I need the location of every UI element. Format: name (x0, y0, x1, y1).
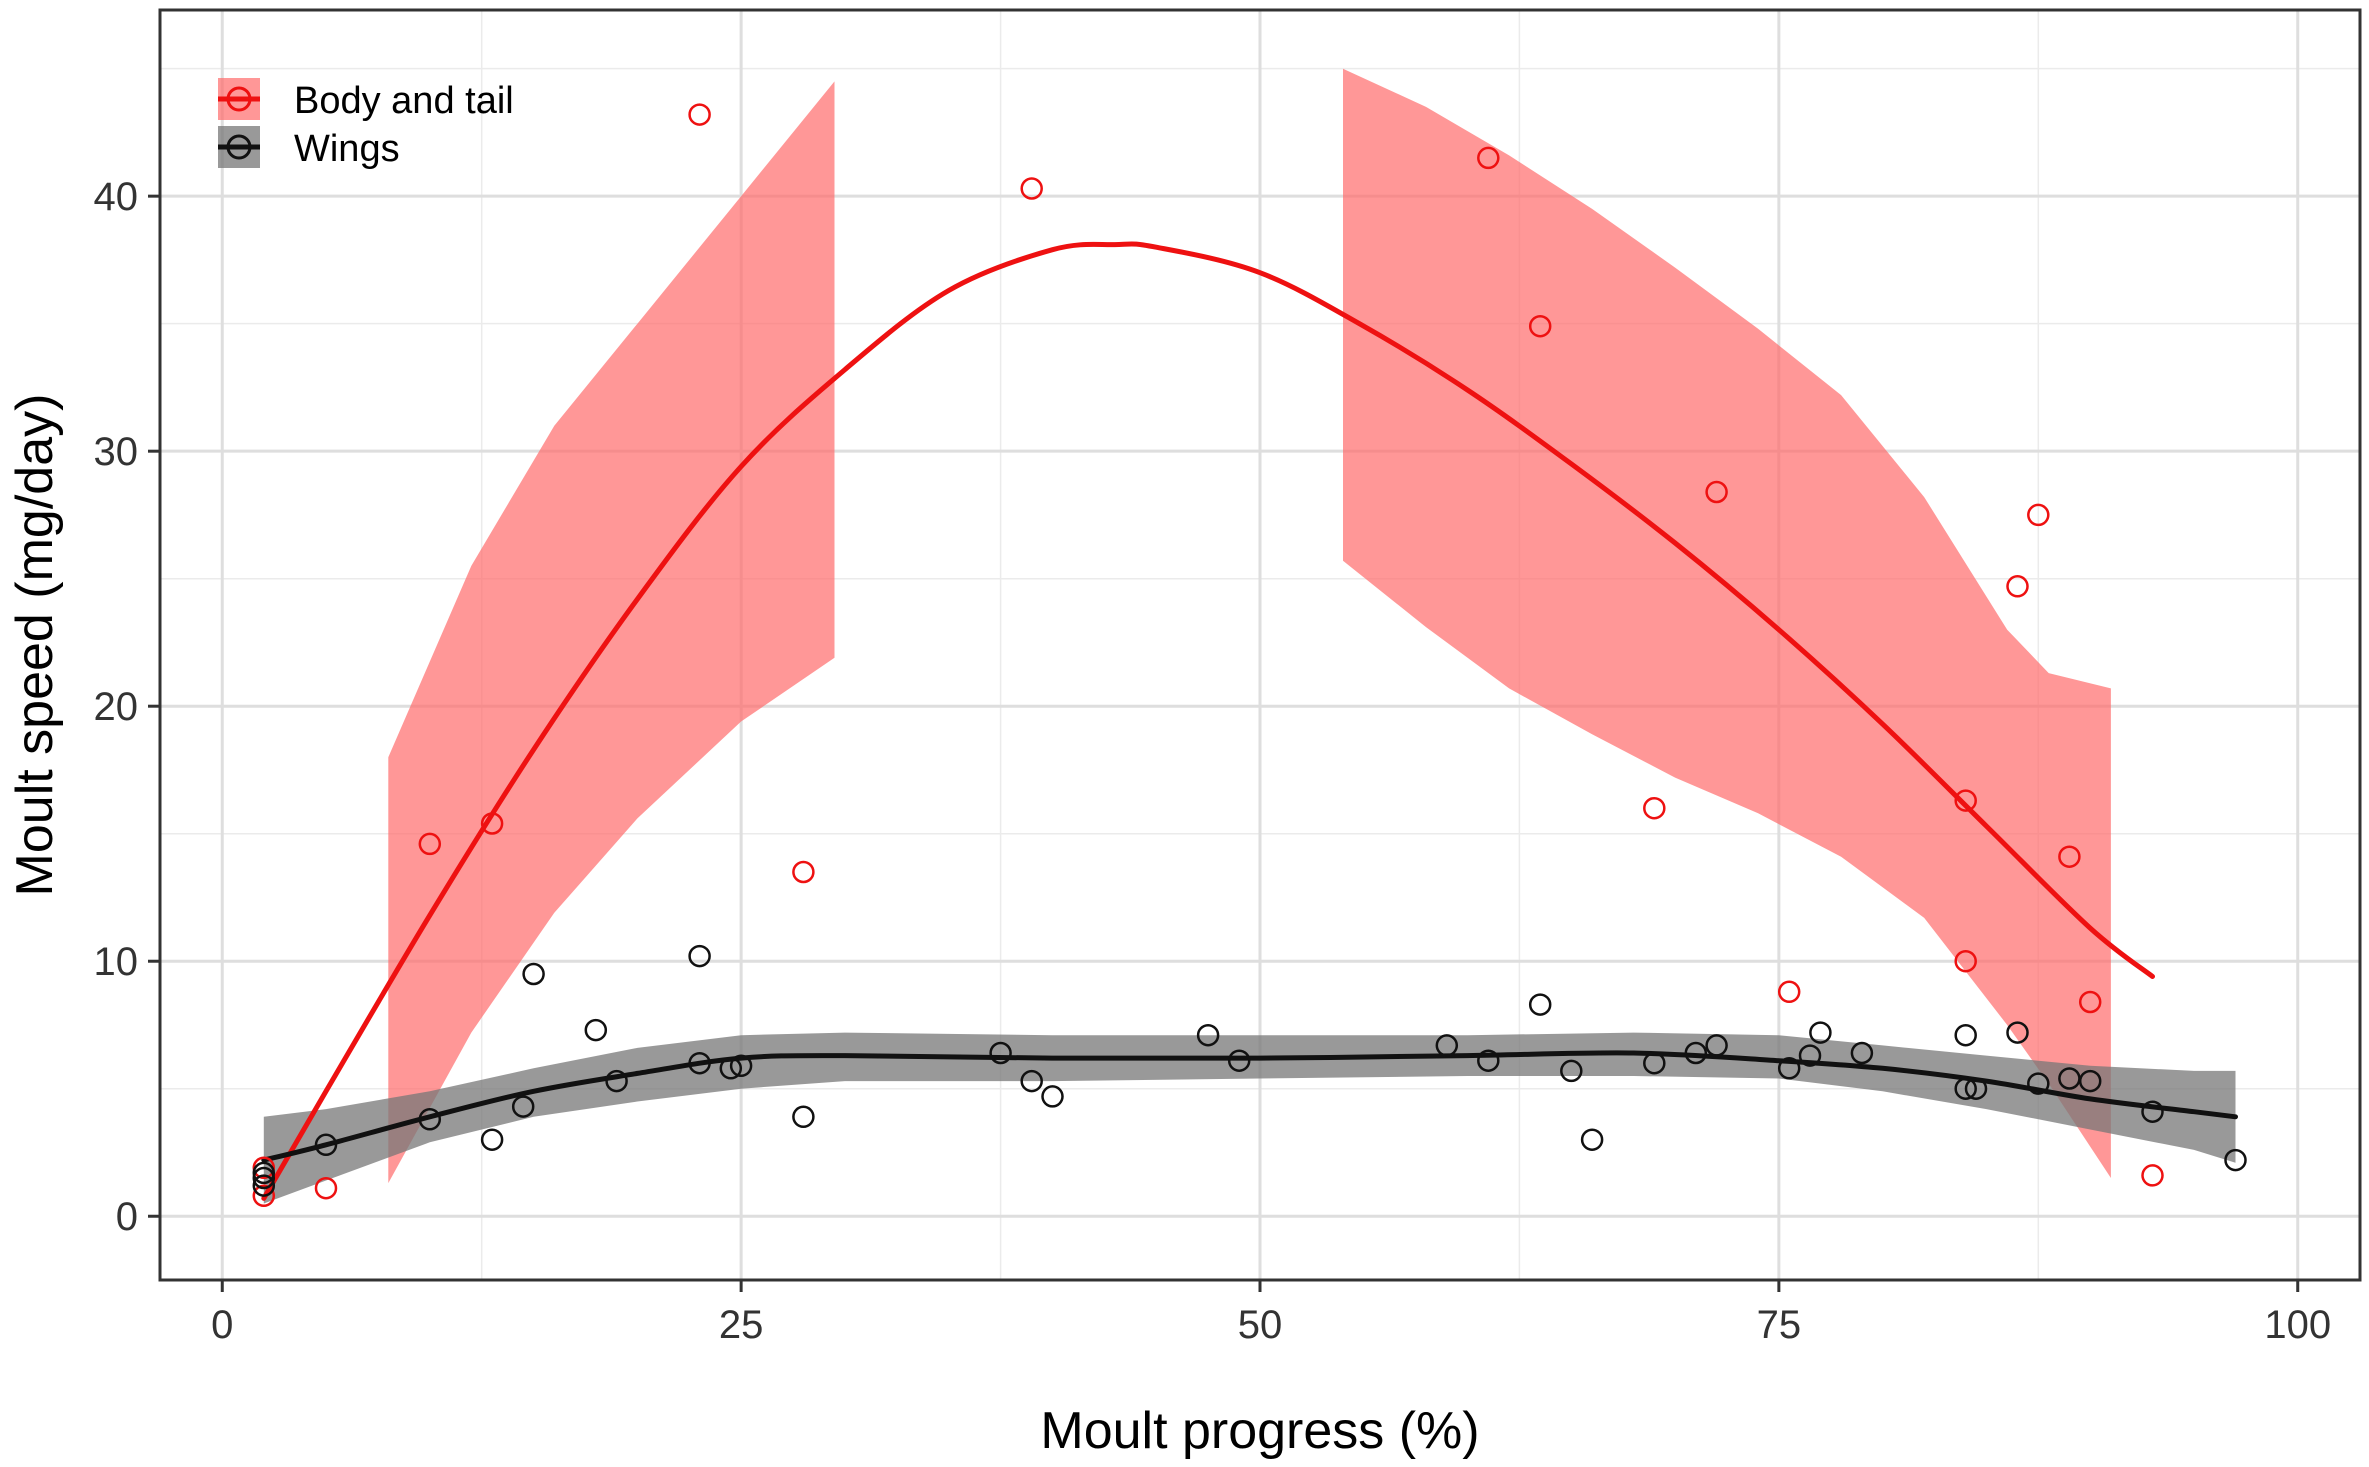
point-body-and-tail (2141, 1164, 2164, 1187)
point-wings (1964, 1077, 1988, 1100)
legend-label-body-and-tail: Body and tail (294, 80, 514, 122)
point-body-and-tail (252, 1184, 276, 1208)
point-body-and-tail (1643, 796, 1666, 820)
point-wings (2224, 1148, 2247, 1172)
point-wings (418, 1108, 442, 1131)
x-tick-label: 0 (211, 1303, 233, 1347)
point-wings (2006, 1021, 2029, 1044)
point-body-and-tail (792, 860, 815, 884)
x-tick-label: 25 (719, 1303, 764, 1347)
x-axis-ticks: 0 25 50 75 100 (211, 1280, 2331, 1347)
point-wings (605, 1069, 628, 1093)
x-tick-label: 50 (1238, 1303, 1283, 1347)
y-tick-label: 30 (94, 430, 139, 474)
point-wings (314, 1133, 338, 1157)
legend: Body and tail Wings (218, 78, 514, 170)
point-wings (2027, 1072, 2050, 1095)
ribbon-wings (263, 1032, 2236, 1204)
point-body-and-tail (2027, 503, 2050, 527)
x-axis-title: Moult progress (%) (1040, 1402, 1479, 1460)
ribbon-body-and-tail (1343, 68, 2111, 1179)
point-body-and-tail (418, 832, 442, 856)
y-tick-label: 40 (94, 175, 139, 219)
y-tick-label: 0 (116, 1195, 138, 1239)
x-tick-label: 75 (1757, 1303, 1802, 1347)
point-wings (792, 1105, 815, 1129)
point-wings (1850, 1041, 1874, 1065)
point-body-and-tail (1777, 980, 1801, 1004)
point-wings (522, 962, 545, 986)
point-wings (1954, 1077, 1977, 1100)
point-body-and-tail (1477, 146, 1500, 170)
data-points (252, 103, 2247, 1208)
point-wings (729, 1054, 753, 1078)
point-wings (1041, 1085, 1064, 1108)
point-wings (1435, 1034, 1459, 1057)
point-wings (1560, 1059, 1583, 1083)
y-tick-label: 10 (94, 940, 139, 984)
legend-key-wings (218, 126, 260, 168)
point-body-and-tail (688, 103, 711, 126)
point-body-and-tail (1528, 314, 1552, 338)
point-wings (1227, 1049, 1251, 1072)
point-wings (1643, 1051, 1666, 1075)
legend-point-wings (226, 134, 252, 160)
point-body-and-tail (1954, 789, 1977, 812)
point-wings (688, 1051, 711, 1075)
point-wings (1954, 1023, 1977, 1047)
point-body-and-tail (1020, 177, 1043, 200)
point-wings (1196, 1023, 1220, 1047)
point-wings (989, 1041, 1012, 1065)
point-wings (1020, 1069, 1043, 1093)
point-wings (511, 1095, 535, 1118)
y-axis-title: Moult speed (mg/day) (6, 394, 64, 897)
point-body-and-tail (2006, 575, 2029, 598)
point-wings (1777, 1057, 1801, 1080)
point-wings (1528, 993, 1552, 1016)
fit-lines (261, 241, 2238, 1201)
point-body-and-tail (480, 812, 504, 835)
legend-label-wings: Wings (294, 128, 400, 170)
point-wings (2078, 1069, 2102, 1093)
point-wings (252, 1161, 276, 1185)
point-body-and-tail (1954, 949, 1977, 973)
point-wings (2141, 1100, 2164, 1123)
y-axis-ticks: 0 10 20 30 40 (94, 175, 160, 1239)
point-wings (480, 1128, 504, 1151)
x-tick-label: 100 (2264, 1303, 2331, 1347)
point-wings (719, 1057, 743, 1080)
legend-key-body-and-tail (218, 78, 260, 120)
point-wings (1580, 1128, 1604, 1151)
point-wings (1684, 1041, 1708, 1065)
fit-line-body-and-tail (261, 241, 2155, 1201)
point-body-and-tail (314, 1176, 338, 1200)
fit-line-wings (261, 1050, 2238, 1163)
y-tick-label: 20 (94, 685, 139, 729)
point-wings (688, 944, 711, 968)
point-wings (1809, 1021, 1832, 1044)
point-wings (1798, 1044, 1822, 1067)
point-body-and-tail (2078, 990, 2102, 1014)
point-wings (584, 1018, 608, 1042)
point-body-and-tail (2058, 845, 2081, 868)
point-body-and-tail (1705, 480, 1728, 504)
point-wings (1477, 1049, 1500, 1072)
point-wings (1705, 1034, 1728, 1057)
legend-point-body-and-tail (226, 86, 252, 112)
point-wings (252, 1174, 276, 1197)
